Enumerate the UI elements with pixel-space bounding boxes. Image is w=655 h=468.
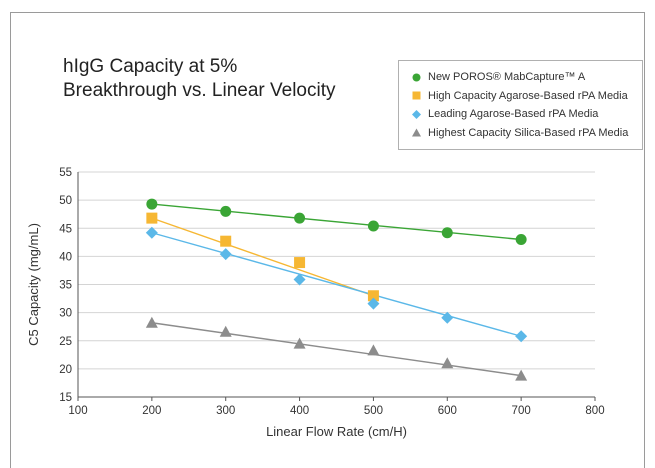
data-point-diamond xyxy=(219,248,232,261)
series-line-diamond xyxy=(151,232,522,337)
data-point-square xyxy=(367,290,379,302)
x-axis-title: Linear Flow Rate (cm/H) xyxy=(266,424,407,439)
y-tick-label: 20 xyxy=(59,364,72,376)
legend-item-leading-agarose: Leading Agarose-Based rPA Media xyxy=(411,105,642,124)
data-point-circle xyxy=(441,227,453,239)
data-point-square xyxy=(220,235,232,247)
chart-title-line-2: Breakthrough vs. Linear Velocity xyxy=(63,80,336,101)
data-point-square xyxy=(294,257,306,269)
x-tick-label: 800 xyxy=(585,405,604,417)
legend-label: Leading Agarose-Based rPA Media xyxy=(428,108,599,121)
series-line-circle xyxy=(151,203,522,241)
legend-square-icon xyxy=(412,91,421,100)
x-tick-label: 500 xyxy=(364,405,383,417)
legend-triangle-icon xyxy=(412,128,421,137)
legend-item-high-capacity-agarose: High Capacity Agarose-Based rPA Media xyxy=(411,87,642,106)
legend-item-poros: New POROS® MabCapture™ A xyxy=(411,68,642,87)
chart-title: hIgG Capacity at 5% Breakthrough vs. Lin… xyxy=(63,55,336,103)
data-point-triangle xyxy=(367,344,380,356)
data-point-diamond xyxy=(441,311,454,324)
data-point-triangle xyxy=(293,337,306,349)
series-line-square xyxy=(151,217,374,297)
x-tick-label: 200 xyxy=(142,405,161,417)
data-point-triangle xyxy=(515,369,528,381)
series-line-triangle xyxy=(151,322,522,377)
data-point-circle xyxy=(367,220,379,232)
data-point-triangle xyxy=(441,357,454,369)
legend-label: High Capacity Agarose-Based rPA Media xyxy=(428,89,628,102)
chart-legend: New POROS® MabCapture™ A High Capacity A… xyxy=(398,60,643,150)
legend-item-silica: Highest Capacity Silica-Based rPA Media xyxy=(411,124,642,143)
y-tick-label: 50 xyxy=(59,195,72,207)
y-tick-label: 15 xyxy=(59,392,72,404)
y-tick-label: 30 xyxy=(59,308,72,320)
data-point-circle xyxy=(515,234,527,245)
data-point-diamond xyxy=(515,330,528,343)
y-tick-label: 40 xyxy=(59,251,72,263)
x-tick-label: 100 xyxy=(68,405,87,417)
chart-title-line-1: hIgG Capacity at 5% xyxy=(63,56,238,77)
data-point-diamond xyxy=(145,226,158,239)
legend-circle-icon xyxy=(412,73,421,82)
y-axis-title: C5 Capacity (mg/mL) xyxy=(26,223,41,346)
x-tick-label: 400 xyxy=(290,405,309,417)
x-tick-label: 600 xyxy=(438,405,457,417)
legend-label: New POROS® MabCapture™ A xyxy=(428,71,586,84)
data-point-square xyxy=(146,212,158,224)
y-tick-label: 55 xyxy=(59,167,72,179)
data-point-diamond xyxy=(367,297,380,310)
x-tick-label: 700 xyxy=(512,405,531,417)
y-tick-label: 35 xyxy=(59,280,72,292)
legend-diamond-icon xyxy=(412,109,421,119)
data-point-circle xyxy=(294,212,306,224)
legend-label: Highest Capacity Silica-Based rPA Media xyxy=(428,126,629,139)
y-tick-label: 45 xyxy=(59,223,72,235)
x-tick-label: 300 xyxy=(216,405,235,417)
data-point-circle xyxy=(220,205,232,217)
data-point-triangle xyxy=(219,325,232,337)
data-point-triangle xyxy=(145,316,158,328)
data-point-circle xyxy=(146,198,158,210)
y-tick-label: 25 xyxy=(59,336,72,348)
data-point-diamond xyxy=(293,273,306,286)
